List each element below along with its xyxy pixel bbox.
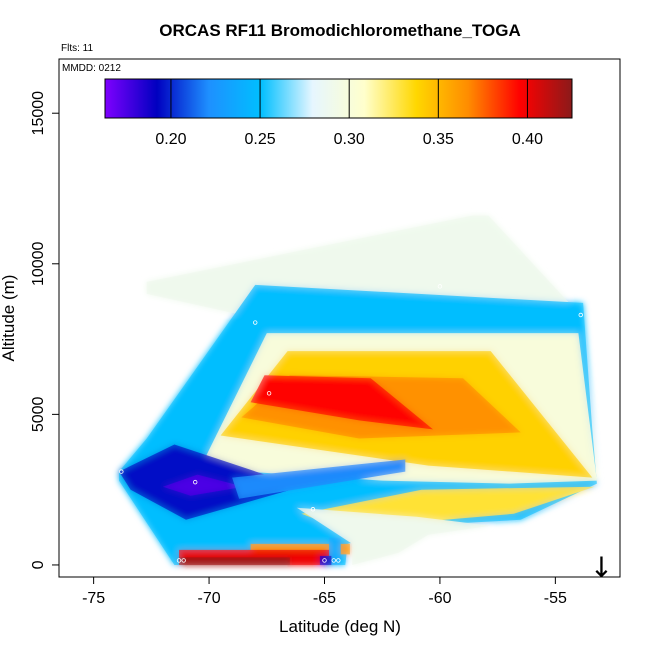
- colorbar-frame: [104, 78, 573, 119]
- sample-point: [331, 558, 336, 563]
- field-region-lower-light-edge: [296, 507, 491, 565]
- x-axis: -75 -70 -65 -60 -55: [82, 576, 567, 607]
- x-tick-label: -70: [197, 590, 220, 607]
- field-region-surface-darkred-edge: [179, 557, 290, 565]
- direction-arrow-glyph: ↓: [590, 551, 613, 584]
- colorbar-tick-label: 0.20: [155, 131, 186, 148]
- sample-point: [266, 391, 272, 396]
- date-label: MMDD: 0212: [62, 63, 121, 74]
- colorbar-tick-label: 0.25: [245, 131, 276, 148]
- heatmap-field: [119, 215, 597, 565]
- chart-title: ORCAS RF11 Bromodichloromethane_TOGA: [159, 21, 520, 40]
- field-region-surface-blue-edge: [329, 537, 341, 565]
- x-tick-label: -75: [82, 590, 105, 607]
- y-tick-label: 0: [30, 560, 47, 569]
- sample-point: [578, 312, 583, 318]
- sample-points: [119, 284, 583, 563]
- y-axis-label: Altitude (m): [0, 275, 18, 362]
- sample-point: [310, 507, 316, 512]
- x-axis-label: Latitude (deg N): [279, 617, 401, 636]
- y-tick-label: 15000: [30, 91, 47, 136]
- sample-point: [437, 284, 443, 289]
- sample-point: [253, 320, 258, 325]
- colorbar-tick-label: 0.40: [512, 131, 543, 148]
- colorbar: 0.20 0.25 0.30 0.35 0.40: [104, 78, 573, 148]
- colorbar-gradient: [105, 79, 572, 118]
- sample-point: [181, 558, 186, 563]
- y-axis: 0 5000 10000 15000: [30, 91, 60, 569]
- flights-label: Flts: 11: [61, 43, 93, 54]
- sample-point: [322, 558, 327, 563]
- x-tick-label: -55: [544, 590, 567, 607]
- field-region-blue-band-edge: [232, 459, 406, 499]
- field-crisp-layer: [119, 215, 597, 565]
- field-region-red-core-edge: [250, 375, 433, 430]
- sample-point: [119, 469, 124, 474]
- direction-arrow-icon: ↓: [590, 551, 613, 584]
- y-tick-label: 5000: [30, 396, 47, 432]
- x-tick-label: -60: [428, 590, 451, 607]
- x-tick-label: -65: [313, 590, 336, 607]
- y-tick-label: 10000: [30, 241, 47, 286]
- colorbar-tick-label: 0.35: [423, 131, 454, 148]
- sample-point: [336, 558, 341, 563]
- field-region-surface-navy-edge: [319, 555, 332, 565]
- sample-point: [176, 558, 182, 563]
- sample-point: [193, 479, 198, 485]
- field-region-darkest-core-edge: [162, 474, 244, 496]
- colorbar-tick-label: 0.30: [334, 131, 365, 148]
